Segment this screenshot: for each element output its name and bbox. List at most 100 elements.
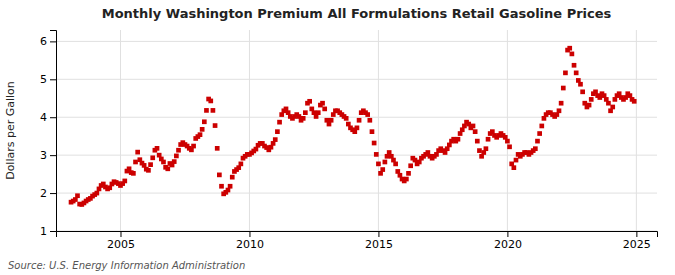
marker xyxy=(563,71,568,76)
grid-line-x xyxy=(249,30,250,231)
tick-label: 2005 xyxy=(107,238,135,251)
marker xyxy=(273,137,278,142)
marker xyxy=(277,120,282,125)
y-axis: 123456 xyxy=(40,31,57,239)
marker xyxy=(572,63,577,68)
grid-line-x xyxy=(636,30,637,231)
marker xyxy=(535,139,540,144)
marker xyxy=(303,110,308,115)
marker xyxy=(580,89,585,94)
axis-line xyxy=(57,232,658,238)
marker xyxy=(511,165,516,170)
marker xyxy=(557,108,562,113)
tick-label: 6 xyxy=(40,35,47,48)
marker xyxy=(473,129,478,134)
tick: 4 xyxy=(40,111,56,124)
marker xyxy=(380,167,385,172)
marker xyxy=(239,162,244,167)
marker xyxy=(539,124,544,129)
tick: 2015 xyxy=(365,231,393,251)
marker xyxy=(208,99,213,104)
marker xyxy=(514,158,519,163)
marker xyxy=(376,162,381,167)
marker xyxy=(475,139,480,144)
tick-mark xyxy=(120,231,121,237)
tick-mark xyxy=(249,231,250,237)
x-axis: 20052010201520202025 xyxy=(57,231,658,251)
tick-mark xyxy=(50,155,56,156)
tick: 2 xyxy=(40,187,56,200)
annotation: Source: U.S. Energy Information Administ… xyxy=(8,260,245,271)
marker xyxy=(204,108,209,113)
marker xyxy=(131,171,136,176)
tick-mark xyxy=(50,79,56,80)
grid-line-x xyxy=(378,30,379,231)
grid-line-x xyxy=(120,30,121,231)
marker xyxy=(228,184,233,189)
marker xyxy=(365,112,370,117)
marker xyxy=(570,52,575,57)
marker xyxy=(610,105,615,110)
marker xyxy=(322,107,327,112)
tick-label: 2015 xyxy=(365,238,393,251)
marker xyxy=(176,148,181,153)
tick-label: 1 xyxy=(40,225,47,238)
marker xyxy=(393,162,398,167)
marker xyxy=(155,146,160,151)
marker xyxy=(372,141,377,146)
marker xyxy=(578,82,583,87)
y-axis-title: Dollars per Gallon xyxy=(4,81,17,180)
marker xyxy=(344,116,349,121)
marker xyxy=(215,146,220,151)
marker xyxy=(320,101,325,106)
tick: 2010 xyxy=(236,231,264,251)
marker xyxy=(172,159,177,164)
marker xyxy=(477,148,482,153)
tick-label: 4 xyxy=(40,111,47,124)
markers xyxy=(69,46,637,207)
marker xyxy=(211,108,216,113)
tick-mark xyxy=(507,231,508,237)
marker xyxy=(135,150,140,155)
marker xyxy=(150,155,155,160)
marker xyxy=(567,46,572,51)
tick: 2005 xyxy=(107,231,135,251)
marker xyxy=(161,160,166,165)
marker xyxy=(219,184,224,189)
marker xyxy=(606,101,611,106)
tick-label: 2025 xyxy=(623,238,651,251)
marker xyxy=(213,123,218,128)
marker xyxy=(165,166,170,171)
marker xyxy=(632,99,637,104)
tick-mark xyxy=(378,231,379,237)
marker xyxy=(329,118,334,123)
marker xyxy=(486,137,491,142)
tick-label: 2010 xyxy=(236,238,264,251)
marker xyxy=(301,116,306,121)
marker xyxy=(587,103,592,108)
grid-line-y xyxy=(56,41,657,42)
tick: 3 xyxy=(40,149,56,162)
marker xyxy=(383,160,388,165)
marker xyxy=(456,137,461,142)
grid-line-y xyxy=(56,155,657,156)
tick-label: 2 xyxy=(40,187,47,200)
marker xyxy=(370,129,375,134)
marker xyxy=(561,86,566,91)
marker xyxy=(507,144,512,149)
grid-line-y xyxy=(56,79,657,80)
marker xyxy=(484,146,489,151)
marker xyxy=(191,144,196,149)
marker xyxy=(146,168,151,173)
tick: 2025 xyxy=(623,231,651,251)
marker xyxy=(75,193,80,198)
marker xyxy=(148,162,153,167)
marker xyxy=(559,101,564,106)
marker xyxy=(198,132,203,137)
grid-line-y xyxy=(56,193,657,194)
marker xyxy=(357,118,362,123)
grid xyxy=(56,30,657,231)
marker xyxy=(275,129,280,134)
marker xyxy=(367,118,372,123)
tick-label: 3 xyxy=(40,149,47,162)
